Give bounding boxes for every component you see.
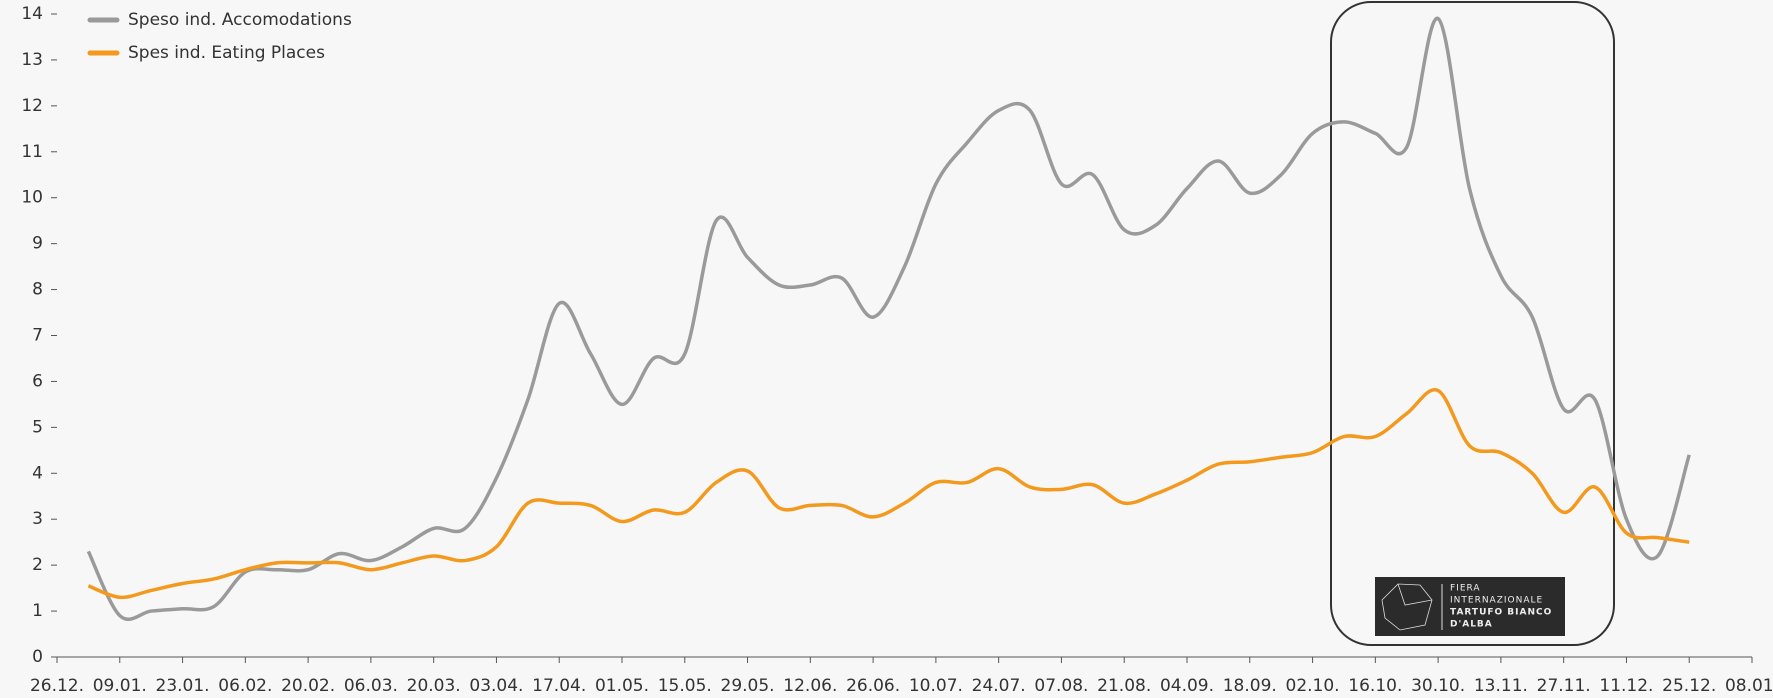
x-tick-label: 08.01. (1725, 676, 1773, 696)
x-tick-label: 09.01. (93, 676, 147, 696)
y-tick-label: 5 (32, 417, 43, 437)
x-tick-label: 11.12. (1599, 676, 1653, 696)
y-tick-label: 8 (32, 280, 43, 300)
x-tick-label: 26.12. (30, 676, 84, 696)
x-tick-label: 17.04. (532, 676, 586, 696)
x-tick-label: 26.06. (846, 676, 900, 696)
y-tick-label: 13 (21, 50, 43, 70)
x-tick-label: 04.09. (1160, 676, 1214, 696)
logo-text: TARTUFO BIANCO (1450, 608, 1552, 618)
highlight-box (1330, 1, 1615, 646)
x-tick-label: 02.10. (1286, 676, 1340, 696)
logo-text: D'ALBA (1450, 620, 1493, 630)
x-tick-label: 16.10. (1348, 676, 1402, 696)
x-tick-label: 07.08. (1034, 676, 1088, 696)
y-tick-label: 14 (21, 4, 43, 24)
y-tick-label: 11 (21, 142, 43, 162)
y-tick-label: 7 (32, 326, 43, 346)
x-tick-label: 15.05. (658, 676, 712, 696)
x-tick-label: 27.11. (1537, 676, 1591, 696)
logo-text: INTERNAZIONALE (1450, 596, 1543, 606)
y-tick-label: 10 (21, 188, 43, 208)
x-tick-label: 10.07. (909, 676, 963, 696)
x-tick-label: 25.12. (1662, 676, 1716, 696)
legend: Speso ind. Accomodations Spes ind. Eating… (87, 10, 352, 63)
logo: FIERA INTERNAZIONALE TARTUFO BIANCO D'AL… (1375, 577, 1565, 636)
x-tick-label: 12.06. (783, 676, 837, 696)
x-tick-label: 18.09. (1223, 676, 1277, 696)
y-tick-label: 9 (32, 234, 43, 254)
x-tick-label: 13.11. (1474, 676, 1528, 696)
logo-text: FIERA (1450, 584, 1481, 594)
x-tick-label: 03.04. (469, 676, 523, 696)
x-tick-label: 23.01. (156, 676, 210, 696)
y-tick-label: 3 (32, 509, 43, 529)
x-tick-label: 06.03. (344, 676, 398, 696)
x-tick-label: 20.03. (407, 676, 461, 696)
logo-background (1375, 577, 1565, 636)
y-tick-label: 0 (32, 647, 43, 667)
y-tick-label: 4 (32, 463, 43, 483)
data-line (86, 16, 1691, 622)
x-tick-label: 21.08. (1097, 676, 1151, 696)
x-tick-label: 24.07. (972, 676, 1026, 696)
legend-label: Speso ind. Accomodations (128, 10, 352, 30)
y-tick-label: 12 (21, 96, 43, 116)
x-tick-label: 20.02. (281, 676, 335, 696)
y-tick-label: 2 (32, 555, 43, 575)
logo-icon (1381, 583, 1433, 631)
x-tick-label: 01.05. (595, 676, 649, 696)
x-tick-label: 29.05. (721, 676, 775, 696)
y-tick-label: 6 (32, 371, 43, 391)
legend-label: Spes ind. Eating Places (128, 43, 325, 63)
data-line (87, 388, 1690, 600)
x-tick-label: 30.10. (1411, 676, 1465, 696)
x-tick-label: 06.02. (218, 676, 272, 696)
y-tick-label: 1 (32, 601, 43, 621)
